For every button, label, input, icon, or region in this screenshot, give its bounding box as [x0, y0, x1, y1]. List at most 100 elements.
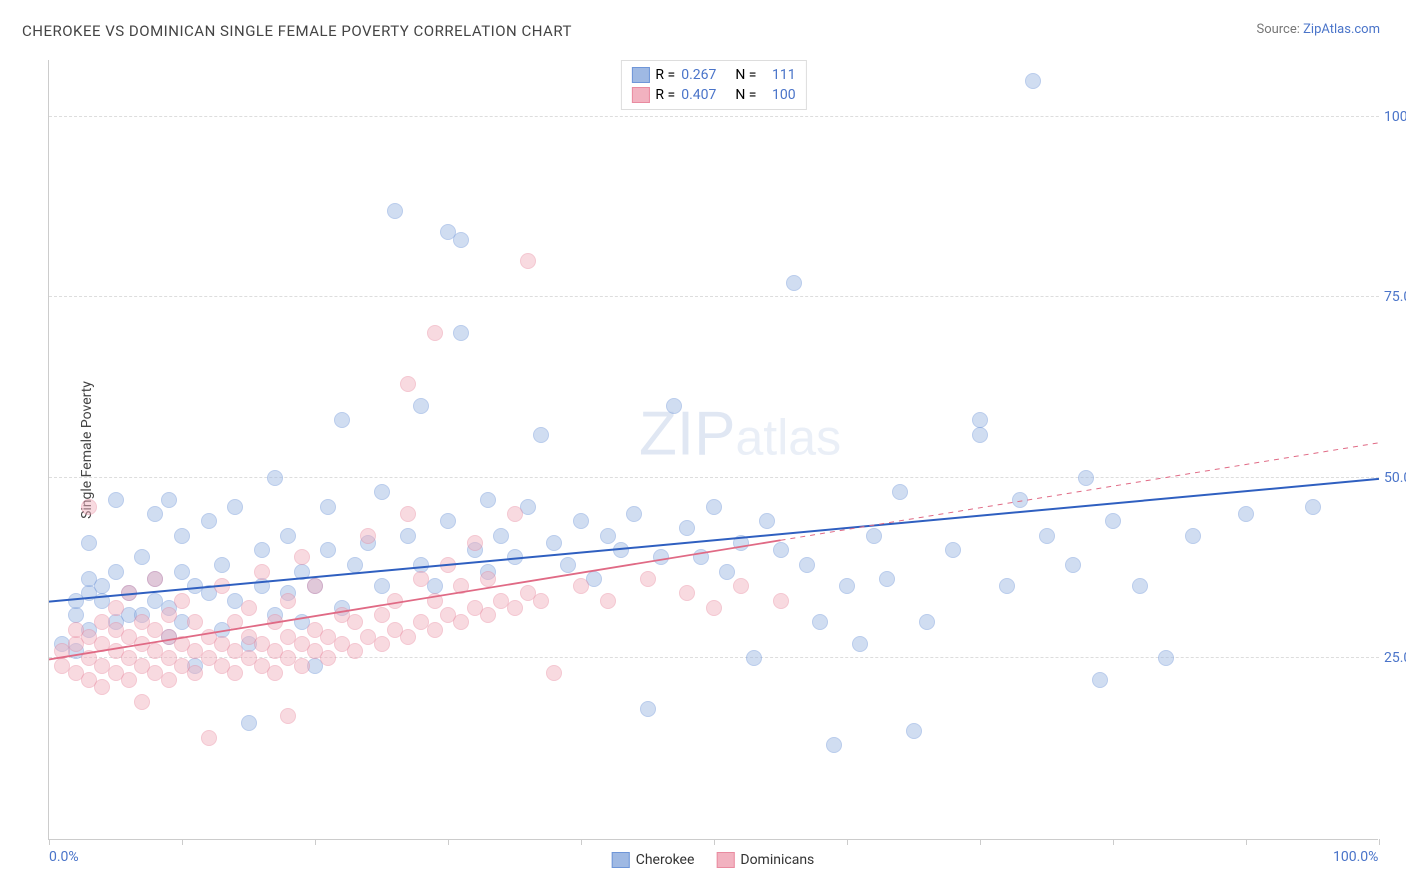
x-tick [315, 839, 316, 845]
r-label: R = [655, 67, 675, 83]
data-point [507, 549, 523, 565]
data-point [254, 542, 270, 558]
y-tick-label: 75.0% [1384, 289, 1406, 305]
data-point [613, 542, 629, 558]
legend-series: Cherokee Dominicans [612, 852, 815, 868]
legend-stats-row-0: R = 0.267 N = 111 [631, 65, 795, 85]
data-point [480, 571, 496, 587]
data-point [280, 528, 296, 544]
data-point [866, 528, 882, 544]
x-tick [847, 839, 848, 845]
data-point [334, 412, 350, 428]
data-point [280, 593, 296, 609]
data-point [201, 730, 217, 746]
data-point [1305, 499, 1321, 515]
data-point [533, 593, 549, 609]
data-point [546, 535, 562, 551]
data-point [347, 557, 363, 573]
data-point [799, 557, 815, 573]
data-point [919, 614, 935, 630]
data-point [320, 650, 336, 666]
data-point [1078, 470, 1094, 486]
data-point [294, 549, 310, 565]
data-point [826, 737, 842, 753]
data-point [108, 492, 124, 508]
data-point [174, 593, 190, 609]
data-point [280, 708, 296, 724]
data-point [879, 571, 895, 587]
data-point [1012, 492, 1028, 508]
data-point [387, 593, 403, 609]
data-point [453, 578, 469, 594]
data-point [693, 549, 709, 565]
data-point [427, 325, 443, 341]
data-point [520, 253, 536, 269]
data-point [227, 614, 243, 630]
data-point [839, 578, 855, 594]
data-point [440, 513, 456, 529]
data-point [1185, 528, 1201, 544]
data-point [679, 585, 695, 601]
r-value-0: 0.267 [681, 67, 716, 83]
data-point [374, 578, 390, 594]
grid-line [49, 296, 1379, 297]
data-point [453, 232, 469, 248]
data-point [201, 513, 217, 529]
data-point [400, 629, 416, 645]
n-value-1: 100 [772, 87, 796, 103]
data-point [267, 470, 283, 486]
x-tick [980, 839, 981, 845]
data-point [267, 665, 283, 681]
data-point [679, 520, 695, 536]
data-point [267, 614, 283, 630]
data-point [759, 513, 775, 529]
plot-area: ZIPatlas R = 0.267 N = 111 R = 0.407 N =… [48, 60, 1378, 840]
data-point [161, 672, 177, 688]
data-point [400, 528, 416, 544]
data-point [507, 506, 523, 522]
data-point [1238, 506, 1254, 522]
data-point [187, 614, 203, 630]
x-tick-label: 0.0% [49, 849, 79, 865]
data-point [1092, 672, 1108, 688]
data-point [892, 484, 908, 500]
data-point [227, 499, 243, 515]
data-point [906, 723, 922, 739]
x-tick-label: 100.0% [1333, 849, 1378, 865]
legend-swatch-1 [631, 87, 649, 103]
source-link[interactable]: ZipAtlas.com [1303, 22, 1380, 37]
data-point [374, 636, 390, 652]
data-point [320, 542, 336, 558]
data-point [453, 325, 469, 341]
data-point [972, 427, 988, 443]
data-point [227, 665, 243, 681]
data-point [294, 658, 310, 674]
data-point [147, 571, 163, 587]
source-attribution: Source: ZipAtlas.com [1256, 22, 1380, 37]
data-point [533, 427, 549, 443]
grid-line [49, 116, 1379, 117]
grid-line [49, 477, 1379, 478]
data-point [719, 564, 735, 580]
data-point [94, 578, 110, 594]
data-point [546, 665, 562, 681]
x-tick [714, 839, 715, 845]
data-point [573, 578, 589, 594]
data-point [241, 600, 257, 616]
n-label: N = [735, 67, 756, 83]
x-tick [581, 839, 582, 845]
data-point [706, 499, 722, 515]
data-point [147, 506, 163, 522]
legend-stats-row-1: R = 0.407 N = 100 [631, 85, 795, 105]
data-point [347, 614, 363, 630]
x-tick [1379, 839, 1380, 845]
x-tick [1113, 839, 1114, 845]
data-point [507, 600, 523, 616]
data-point [81, 535, 97, 551]
data-point [493, 528, 509, 544]
data-point [413, 398, 429, 414]
data-point [108, 564, 124, 580]
data-point [1039, 528, 1055, 544]
data-point [360, 528, 376, 544]
data-point [400, 376, 416, 392]
